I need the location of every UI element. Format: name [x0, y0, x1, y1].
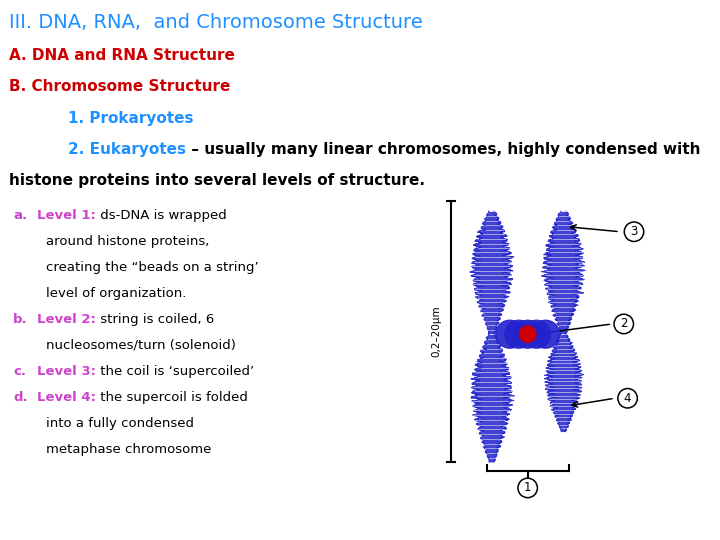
Text: creating the “beads on a string’: creating the “beads on a string’	[46, 261, 258, 274]
Text: 0,2–20μm: 0,2–20μm	[432, 306, 442, 357]
Text: level of organization.: level of organization.	[46, 287, 186, 300]
Text: c.: c.	[13, 365, 26, 378]
Text: string is coiled, 6: string is coiled, 6	[96, 313, 215, 326]
Text: 3: 3	[630, 225, 638, 238]
Text: d.: d.	[13, 391, 27, 404]
Text: Level 3:: Level 3:	[37, 365, 96, 378]
Text: 1. Prokaryotes: 1. Prokaryotes	[68, 111, 194, 126]
Text: b.: b.	[13, 313, 27, 326]
Text: III. DNA, RNA,  and Chromosome Structure: III. DNA, RNA, and Chromosome Structure	[9, 14, 423, 32]
Text: the coil is ‘supercoiled’: the coil is ‘supercoiled’	[96, 365, 255, 378]
Text: metaphase chromosome: metaphase chromosome	[46, 443, 212, 456]
Text: nucleosomes/turn (solenoid): nucleosomes/turn (solenoid)	[46, 339, 236, 352]
Text: Level 2:: Level 2:	[37, 313, 96, 326]
Circle shape	[531, 320, 559, 348]
Text: the supercoil is folded: the supercoil is folded	[96, 391, 248, 404]
Text: Level 4:: Level 4:	[37, 391, 96, 404]
Circle shape	[505, 320, 533, 348]
Text: 4: 4	[624, 392, 631, 405]
Text: ds-DNA is wrapped: ds-DNA is wrapped	[96, 210, 227, 222]
Text: histone proteins into several levels of structure.: histone proteins into several levels of …	[9, 173, 426, 188]
Text: Level 1:: Level 1:	[37, 210, 96, 222]
Text: 2. Eukaryotes: 2. Eukaryotes	[68, 142, 186, 157]
Circle shape	[523, 320, 551, 348]
Circle shape	[514, 320, 541, 348]
Text: – usually many linear chromosomes, highly condensed with: – usually many linear chromosomes, highl…	[186, 142, 701, 157]
Text: around histone proteins,: around histone proteins,	[46, 235, 210, 248]
Text: A. DNA and RNA Structure: A. DNA and RNA Structure	[9, 48, 235, 63]
Text: a.: a.	[13, 210, 27, 222]
Text: 1: 1	[524, 482, 531, 495]
Circle shape	[519, 326, 536, 342]
Text: 2: 2	[620, 318, 628, 330]
Text: into a fully condensed: into a fully condensed	[46, 417, 194, 430]
Text: B. Chromosome Structure: B. Chromosome Structure	[9, 79, 230, 94]
Circle shape	[496, 320, 523, 348]
